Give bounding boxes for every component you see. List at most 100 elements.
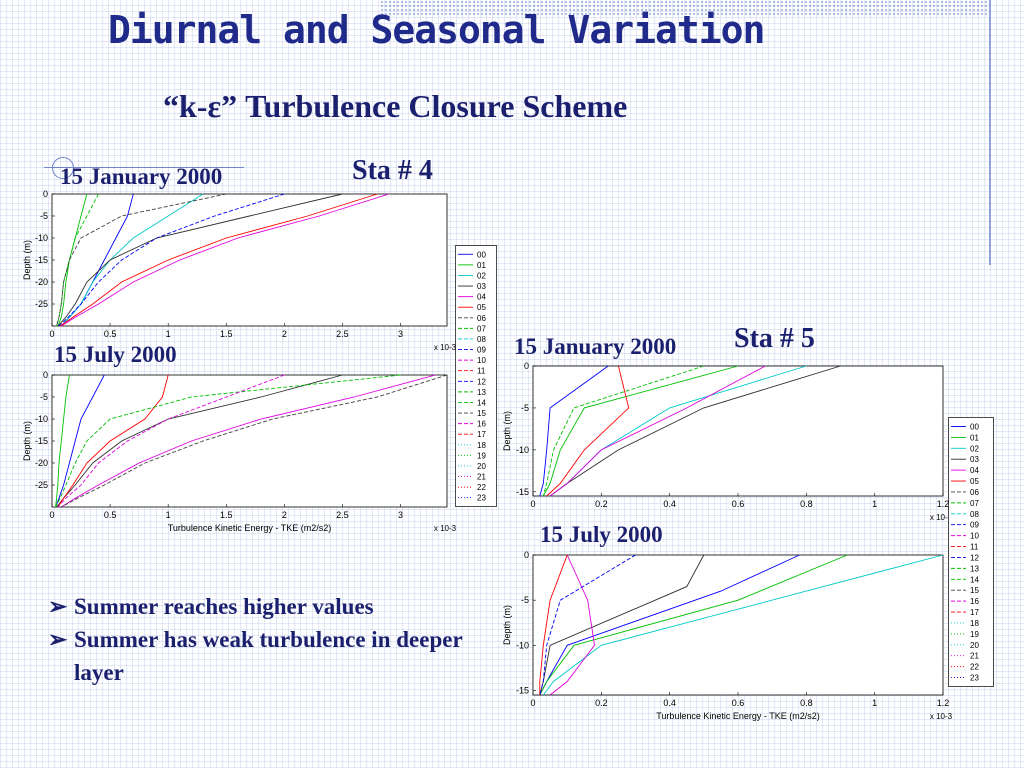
decoration-circle — [52, 157, 74, 179]
legend-entry: 15 — [477, 409, 486, 418]
series-line-01 — [542, 365, 739, 497]
legend-entry: 04 — [477, 293, 486, 302]
series-line-01 — [539, 554, 848, 696]
legend-entry: 05 — [477, 303, 486, 312]
x-tick-label: 2.5 — [336, 329, 349, 339]
y-tick-label: 0 — [43, 370, 48, 380]
legend-entry: 05 — [970, 477, 979, 486]
legend-entry: 14 — [970, 575, 979, 584]
y-tick-label: -20 — [35, 277, 48, 287]
series-line-01 — [55, 374, 70, 508]
x-tick-label: 2 — [282, 510, 287, 520]
slide-subtitle: “k-ε” Turbulence Closure Scheme — [163, 88, 628, 124]
series-line-02 — [60, 193, 204, 327]
decoration-vertical-line — [989, 0, 991, 265]
y-tick-label: -15 — [516, 685, 529, 695]
legend-entry: 10 — [477, 356, 486, 365]
series-line-16 — [57, 374, 285, 508]
legend-entry: 15 — [970, 586, 979, 595]
series-line-01 — [57, 193, 88, 327]
y-tick-label: -5 — [40, 211, 48, 221]
legend-entry: 14 — [477, 398, 486, 407]
x-tick-label: 0.6 — [732, 698, 745, 708]
plot-area — [532, 554, 944, 696]
y-tick-label: 0 — [524, 361, 529, 371]
x-tick-label: 1.2 — [937, 698, 950, 708]
series-line-15 — [56, 193, 227, 327]
bullet-text: Summer has weak turbulence in deeper lay… — [74, 627, 463, 685]
chart-label-sta5-july: 15 July 2000 — [540, 522, 663, 547]
series-line-04 — [61, 193, 390, 327]
x-tick-label: 0.4 — [663, 698, 676, 708]
x-axis-label: Turbulence Kinetic Energy - TKE (m2/s2) — [168, 523, 332, 533]
y-axis-label: Depth (m) — [22, 240, 32, 280]
y-tick-label: -25 — [35, 299, 48, 309]
x-tick-label: 2.5 — [336, 510, 349, 520]
legend-entry: 23 — [477, 494, 486, 503]
slide-title: Diurnal and Seasonal Variation — [108, 8, 765, 52]
x-tick-label: 1 — [872, 698, 877, 708]
legend-entry: 08 — [477, 335, 486, 344]
legend-entry: 01 — [477, 261, 486, 270]
decoration-line — [44, 167, 244, 168]
legend-entry: 07 — [970, 499, 979, 508]
x-tick-label: 1.5 — [220, 329, 233, 339]
legend-entry: 21 — [970, 652, 979, 661]
y-tick-label: -5 — [521, 595, 529, 605]
legend-entry: 22 — [477, 483, 486, 492]
legend-entry: 12 — [477, 377, 486, 386]
x-tick-label: 0.8 — [800, 499, 813, 509]
y-tick-label: -10 — [516, 640, 529, 650]
legend-entry: 06 — [477, 314, 486, 323]
legend-entry: 17 — [970, 608, 979, 617]
x-tick-label: 0 — [530, 499, 535, 509]
legend-entry: 02 — [477, 271, 486, 280]
legend-entry: 06 — [970, 488, 979, 497]
legend-entry: 04 — [970, 466, 979, 475]
y-tick-label: -5 — [521, 403, 529, 413]
x-tick-label: 1.5 — [220, 510, 233, 520]
y-tick-label: -15 — [35, 436, 48, 446]
arrow-bullet-icon: ➢ — [48, 627, 68, 652]
series-line-06 — [61, 374, 448, 508]
legend-box — [948, 417, 994, 687]
legend-entry: 07 — [477, 324, 486, 333]
chart-sta5-january: 0 0.2 0.4 0.6 0.8 1 1.2 0 -5 -10 -15 x 10-3 Depth (m… — [502, 361, 953, 522]
x-multiplier-label: x 10-3 — [930, 712, 953, 721]
y-tick-label: -25 — [35, 480, 48, 490]
legend-entry: 02 — [970, 444, 979, 453]
series-line-05 — [57, 374, 169, 508]
title-decoration-band — [380, 0, 990, 16]
series-line-04 — [549, 365, 766, 497]
station-4-label: Sta # 4 — [352, 155, 433, 186]
plot-area — [51, 374, 448, 508]
chart-label-sta5-january: 15 January 2000 — [514, 334, 677, 359]
y-tick-label: -20 — [35, 458, 48, 468]
y-tick-label: -10 — [516, 445, 529, 455]
legend-entry: 13 — [477, 388, 486, 397]
legend-entry: 19 — [970, 630, 979, 639]
x-tick-label: 0.2 — [595, 499, 608, 509]
legend-entry: 03 — [477, 282, 486, 291]
chart-sta4-july: 0 0.5 1 1.5 2 2.5 3 0 -5 -10 -15 -20 -25 x 10-3 Depth … — [22, 370, 457, 533]
series-line-04 — [61, 374, 436, 508]
legend-entry: 11 — [970, 543, 979, 552]
legend-entry: 21 — [477, 473, 486, 482]
station-5-label: Sta # 5 — [734, 323, 815, 354]
chart-sta4-january: 0 0.5 1 1.5 2 2.5 3 0 -5 -10 -15 -20 -25 x 10-3 Depth … — [22, 189, 457, 352]
x-tick-label: 0 — [530, 698, 535, 708]
legend-entry: 11 — [477, 367, 486, 376]
legend-entry: 09 — [970, 521, 979, 530]
y-tick-label: 0 — [524, 550, 529, 560]
y-tick-label: -15 — [35, 255, 48, 265]
legend-entry: 20 — [477, 462, 486, 471]
x-tick-label: 0.4 — [663, 499, 676, 509]
legend-entry: 20 — [970, 641, 979, 650]
bullet-list: ➢ Summer reaches higher values ➢ Summer … — [48, 590, 474, 689]
series-line-09 — [58, 193, 285, 327]
x-multiplier-label: x 10-3 — [930, 513, 953, 522]
x-tick-label: 1 — [166, 329, 171, 339]
x-tick-label: 0 — [49, 329, 54, 339]
